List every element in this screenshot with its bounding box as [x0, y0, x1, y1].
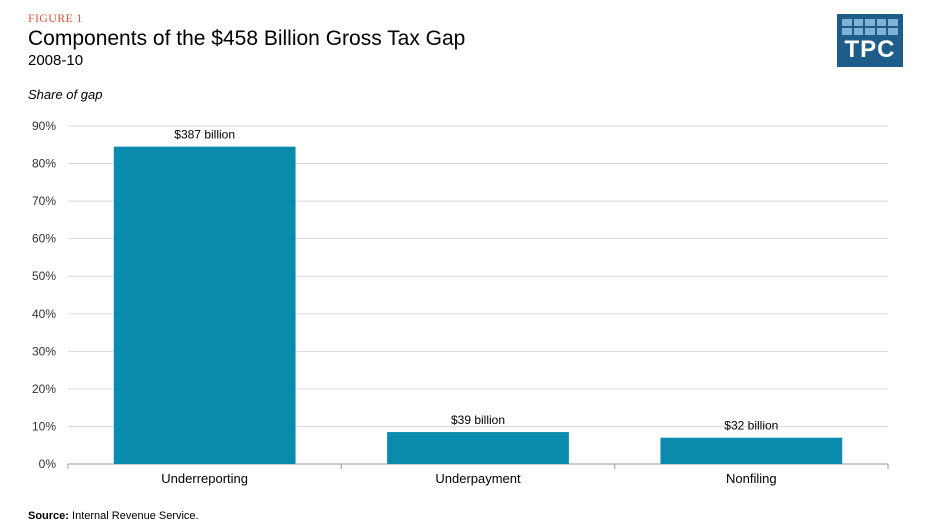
x-category-label: Underpayment [435, 471, 521, 486]
source-text: Internal Revenue Service. [72, 510, 199, 522]
y-tick-label: 0% [39, 457, 57, 471]
data-label: $32 billion [724, 419, 778, 433]
y-tick-label: 70% [32, 194, 56, 208]
logo-squares-icon [842, 19, 898, 35]
chart-title: Components of the $458 Billion Gross Tax… [28, 27, 466, 50]
chart-subtitle: 2008-10 [28, 52, 84, 69]
bar [113, 146, 296, 464]
data-label: $39 billion [451, 413, 505, 427]
bar-chart: 0% 10% 20% 30% 40% 50% 60% 70% 80% 90% $387 billio… [32, 119, 889, 486]
y-tick-label: 50% [32, 269, 56, 283]
x-category-label: Nonfiling [726, 471, 777, 486]
figure-label: FIGURE 1 [28, 11, 83, 25]
y-tick-label: 40% [32, 307, 56, 321]
source-note: Source: Internal Revenue Service. [28, 510, 199, 522]
y-tick-label: 80% [32, 157, 56, 171]
y-tick-label: 90% [32, 119, 56, 133]
y-tick-label: 60% [32, 232, 56, 246]
source-label: Source: [28, 510, 69, 522]
bar [660, 437, 843, 464]
data-label: $387 billion [174, 128, 235, 142]
y-axis-label: Share of gap [28, 87, 103, 102]
tpc-logo: TPC [837, 14, 903, 67]
bar [387, 432, 569, 464]
y-tick-label: 30% [32, 344, 56, 358]
x-category-label: Underreporting [161, 471, 248, 486]
y-tick-label: 20% [32, 382, 56, 396]
y-tick-label: 10% [32, 419, 56, 433]
logo-text: TPC [844, 36, 896, 63]
